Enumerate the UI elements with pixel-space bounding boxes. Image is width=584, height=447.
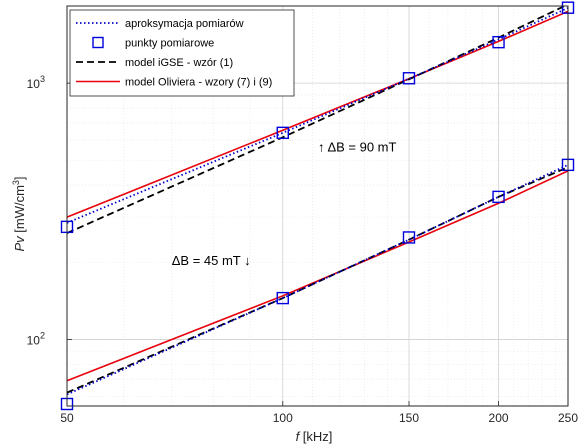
x-axis-label-unit: [kHz] [299, 429, 332, 444]
y-axis-ticks: 102 103 [27, 74, 72, 347]
legend-entry-label: aproksymacja pomiarów [125, 18, 244, 30]
data-point-marker [492, 35, 505, 49]
x-tick-label: 250 [558, 411, 578, 425]
annotation-label: ΔB = 45 mT ↓ [172, 253, 251, 268]
data-point-marker [276, 126, 289, 140]
series-line-dotted [67, 164, 568, 396]
annotations: ↑ ΔB = 90 mT ΔB = 45 mT ↓ [172, 140, 397, 268]
legend-marker [92, 36, 104, 49]
x-tick-label: 200 [489, 411, 509, 425]
legend: aproksymacja pomiarów punkty pomiarowe mod… [69, 9, 295, 97]
series-line-dashed [67, 166, 568, 394]
data-point-marker [402, 231, 416, 244]
y-axis-label-unit: [mW/cm [12, 185, 27, 236]
x-axis-label-italic: f [296, 429, 301, 444]
y-axis-label-close: ] [12, 176, 27, 180]
x-tick-label: 150 [399, 411, 419, 425]
x-tick-label: 100 [273, 411, 293, 425]
legend-entry-label: model Oliviera - wzory (7) i (9) [125, 77, 272, 89]
y-tick-label: 103 [27, 74, 45, 91]
series-line-solid [67, 170, 568, 382]
data-point-marker [492, 190, 505, 204]
x-tick-label: 50 [60, 411, 74, 425]
plot-area [60, 1, 575, 411]
legend-entry-label: punkty pomiarowe [125, 38, 214, 50]
data-point-marker [402, 72, 416, 85]
x-axis-label: f [kHz] [296, 429, 333, 444]
series-line-dashed [67, 6, 567, 234]
x-axis-ticks: 50 100 150 200 250 [60, 401, 578, 425]
y-tick-label: 102 [27, 330, 45, 347]
y-axis-label: Pv [mW/cm3] [11, 176, 27, 251]
annotation-label: ↑ ΔB = 90 mT [318, 140, 396, 155]
y-axis-label-sup: 3 [11, 180, 21, 185]
plot-frame [66, 5, 569, 407]
data-point-marker [276, 291, 289, 305]
legend-entry-label: model iGSE - wzór (1) [125, 57, 233, 69]
y-axis-label-italic: Pv [12, 235, 27, 252]
